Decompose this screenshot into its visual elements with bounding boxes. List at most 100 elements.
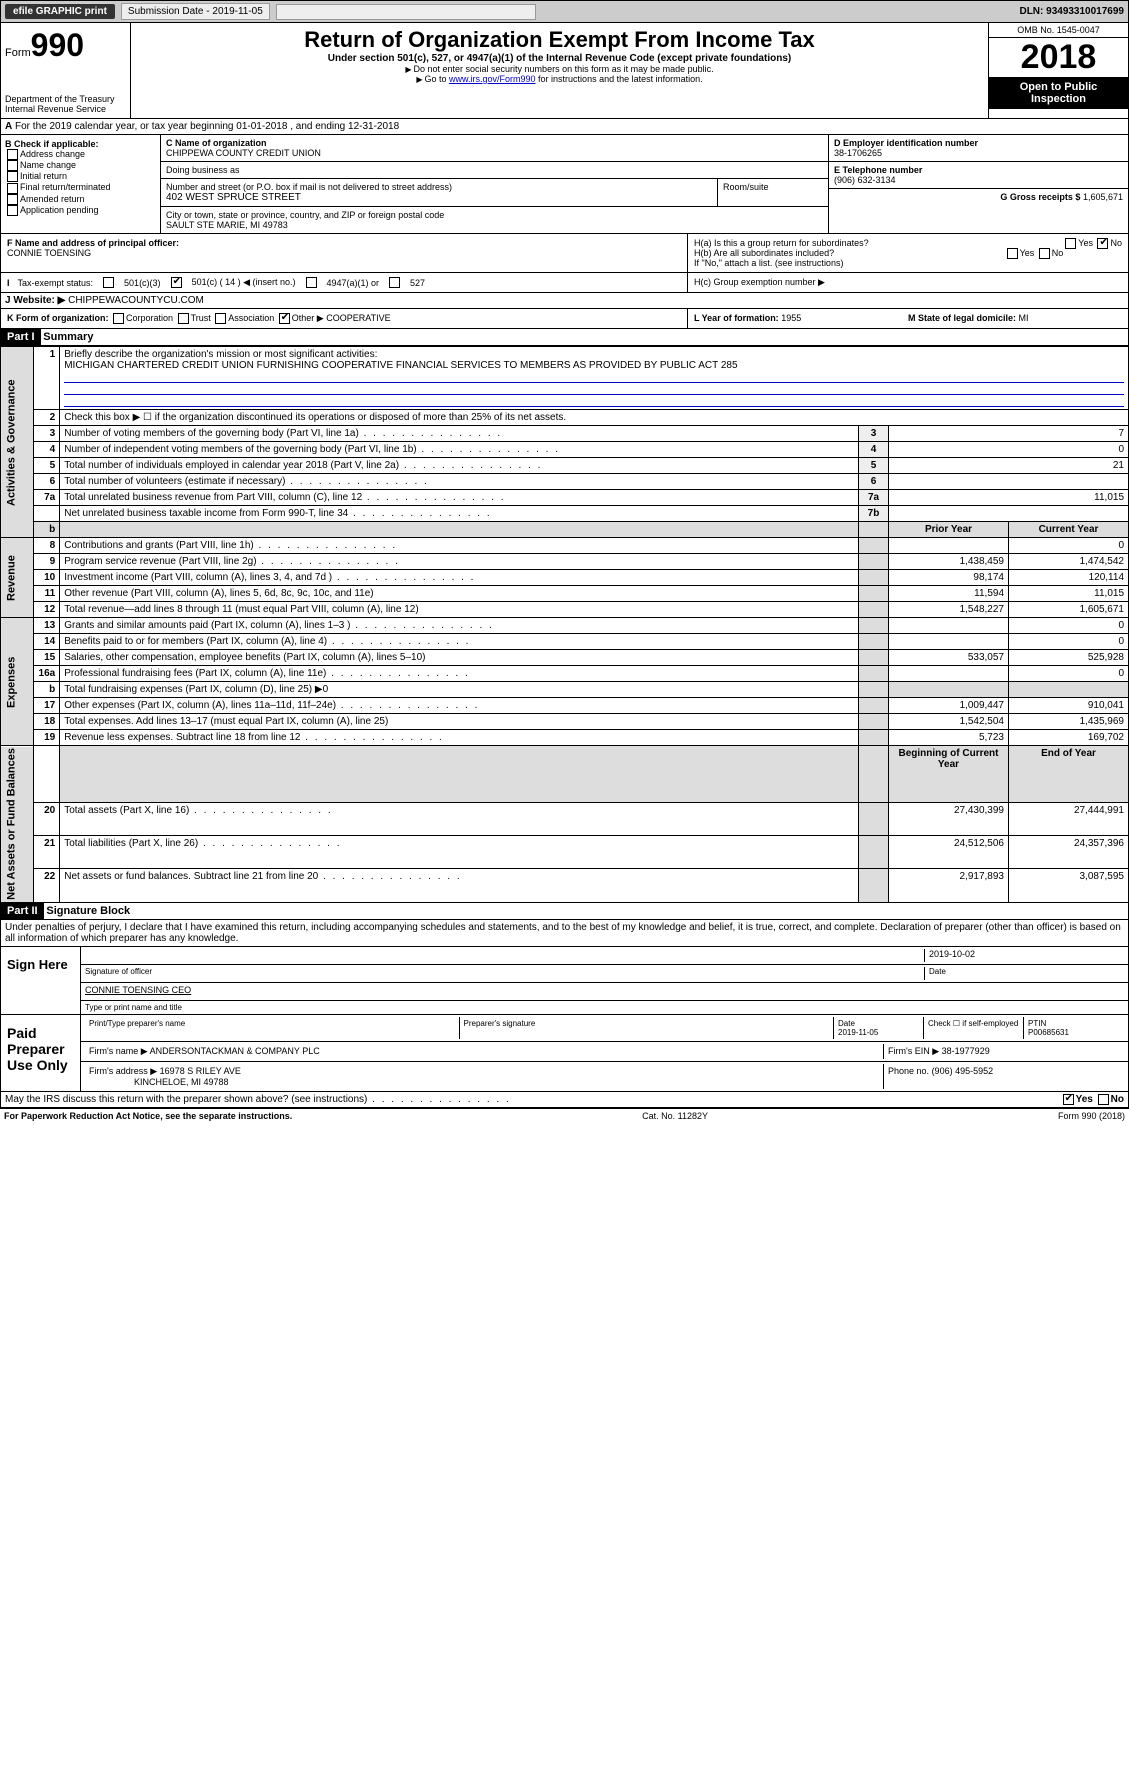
ed19: Revenue less expenses. Subtract line 18 … xyxy=(60,730,859,746)
submission-date-button[interactable]: Submission Date - 2019-11-05 xyxy=(121,3,270,20)
hb-no[interactable] xyxy=(1039,248,1050,259)
rn10: 10 xyxy=(34,570,60,586)
mission-text: MICHIGAN CHARTERED CREDIT UNION FURNISHI… xyxy=(64,360,737,371)
hb-yes[interactable] xyxy=(1007,248,1018,259)
ed16b: Total fundraising expenses (Part IX, col… xyxy=(60,682,859,698)
dba-label: Doing business as xyxy=(166,165,823,175)
v7a: 11,015 xyxy=(889,490,1129,506)
k-assoc[interactable] xyxy=(215,313,226,324)
side-activities: Activities & Governance xyxy=(1,347,34,538)
opt-501c3: 501(c)(3) xyxy=(124,278,161,288)
discuss-no[interactable] xyxy=(1098,1094,1109,1105)
form-header: Form990 Department of the Treasury Inter… xyxy=(0,23,1129,119)
hb-note: If "No," attach a list. (see instruction… xyxy=(694,258,1122,268)
check-amended[interactable] xyxy=(7,194,18,205)
check-final[interactable] xyxy=(7,183,18,194)
ha-no[interactable] xyxy=(1097,238,1108,249)
opt-4947: 4947(a)(1) or xyxy=(327,278,380,288)
dln-label: DLN: 93493310017699 xyxy=(1019,6,1124,17)
rc9: 1,474,542 xyxy=(1009,554,1129,570)
date-label: Date xyxy=(924,967,1124,980)
en14: 14 xyxy=(34,634,60,650)
row-a-period: A For the 2019 calendar year, or tax yea… xyxy=(0,119,1129,135)
ep19: 5,723 xyxy=(889,730,1009,746)
part1-bar: Part I Summary xyxy=(0,329,1129,346)
check-address-change[interactable] xyxy=(7,149,18,160)
check-pending[interactable] xyxy=(7,205,18,216)
blank-field xyxy=(276,4,536,20)
check-name-change[interactable] xyxy=(7,160,18,171)
v7b xyxy=(889,506,1129,522)
check-501c[interactable] xyxy=(171,277,182,288)
ptin-val: P00685631 xyxy=(1028,1028,1069,1037)
side-expenses: Expenses xyxy=(1,618,34,746)
en18: 18 xyxy=(34,714,60,730)
en17: 17 xyxy=(34,698,60,714)
prior-year-head: Prior Year xyxy=(889,522,1009,538)
gross-receipts: 1,605,671 xyxy=(1083,192,1123,202)
form-ref: Form 990 (2018) xyxy=(1058,1111,1125,1121)
nd22: Net assets or fund balances. Subtract li… xyxy=(60,869,859,902)
hb-label: H(b) Are all subordinates included? xyxy=(694,248,834,258)
subtitle-1: Under section 501(c), 527, or 4947(a)(1)… xyxy=(139,53,980,64)
k-corp[interactable] xyxy=(113,313,124,324)
ed17: Other expenses (Part IX, column (A), lin… xyxy=(60,698,859,714)
opt-final: Final return/terminated xyxy=(20,182,111,192)
line3: Number of voting members of the governin… xyxy=(60,426,859,442)
opt-corp: Corporation xyxy=(126,313,173,323)
v4: 0 xyxy=(889,442,1129,458)
rn11: 11 xyxy=(34,586,60,602)
year-formation: 1955 xyxy=(781,313,801,323)
line2: Check this box ▶ ☐ if the organization d… xyxy=(60,410,1129,426)
discuss-yes[interactable] xyxy=(1063,1094,1074,1105)
pra-notice: For Paperwork Reduction Act Notice, see … xyxy=(4,1111,292,1121)
ec15: 525,928 xyxy=(1009,650,1129,666)
en16a: 16a xyxy=(34,666,60,682)
klm-row: K Form of organization: Corporation Trus… xyxy=(0,309,1129,329)
ed18: Total expenses. Add lines 13–17 (must eq… xyxy=(60,714,859,730)
en15: 15 xyxy=(34,650,60,666)
rc12: 1,605,671 xyxy=(1009,602,1129,618)
omb-number: OMB No. 1545-0047 xyxy=(989,23,1128,38)
opt-trust: Trust xyxy=(191,313,211,323)
check-501c3[interactable] xyxy=(103,277,114,288)
officer-name: CONNIE TOENSING xyxy=(7,248,681,258)
ec17: 910,041 xyxy=(1009,698,1129,714)
irs-link[interactable]: www.irs.gov/Form990 xyxy=(449,74,536,84)
ep17: 1,009,447 xyxy=(889,698,1009,714)
form-prefix: Form xyxy=(5,47,31,59)
website-label: Website: ▶ xyxy=(13,295,65,306)
rn9: 9 xyxy=(34,554,60,570)
ha-yes[interactable] xyxy=(1065,238,1076,249)
check-4947[interactable] xyxy=(306,277,317,288)
discuss-text: May the IRS discuss this return with the… xyxy=(5,1094,1061,1105)
k-trust[interactable] xyxy=(178,313,189,324)
perjury-text: Under penalties of perjury, I declare th… xyxy=(0,920,1129,947)
beg-year-head: Beginning of Current Year xyxy=(889,746,1009,802)
en19: 19 xyxy=(34,730,60,746)
rp11: 11,594 xyxy=(889,586,1009,602)
k-other[interactable] xyxy=(279,313,290,324)
ep16a xyxy=(889,666,1009,682)
check-initial[interactable] xyxy=(7,171,18,182)
box-d-label: D Employer identification number xyxy=(834,138,1123,148)
dept-label: Department of the Treasury xyxy=(5,94,126,104)
firm-name-label: Firm's name ▶ xyxy=(89,1046,148,1056)
sign-date: 2019-10-02 xyxy=(924,949,1124,962)
box-g-label: G Gross receipts $ xyxy=(1000,192,1080,202)
prep-date-val: 2019-11-05 xyxy=(838,1028,878,1037)
efile-button[interactable]: efile GRAPHIC print xyxy=(5,4,115,19)
rc10: 120,114 xyxy=(1009,570,1129,586)
opt-amended: Amended return xyxy=(20,194,85,204)
nc20: 27,444,991 xyxy=(1009,802,1129,835)
ec13: 0 xyxy=(1009,618,1129,634)
line7a: Total unrelated business revenue from Pa… xyxy=(60,490,859,506)
firm-phone: (906) 495-5952 xyxy=(932,1066,994,1076)
prep-sig-head: Preparer's signature xyxy=(460,1017,835,1039)
part2-title: Signature Block xyxy=(46,905,130,917)
en13: 13 xyxy=(34,618,60,634)
rd11: Other revenue (Part VIII, column (A), li… xyxy=(60,586,859,602)
check-527[interactable] xyxy=(389,277,400,288)
rd9: Program service revenue (Part VIII, line… xyxy=(60,554,859,570)
line5: Total number of individuals employed in … xyxy=(60,458,859,474)
